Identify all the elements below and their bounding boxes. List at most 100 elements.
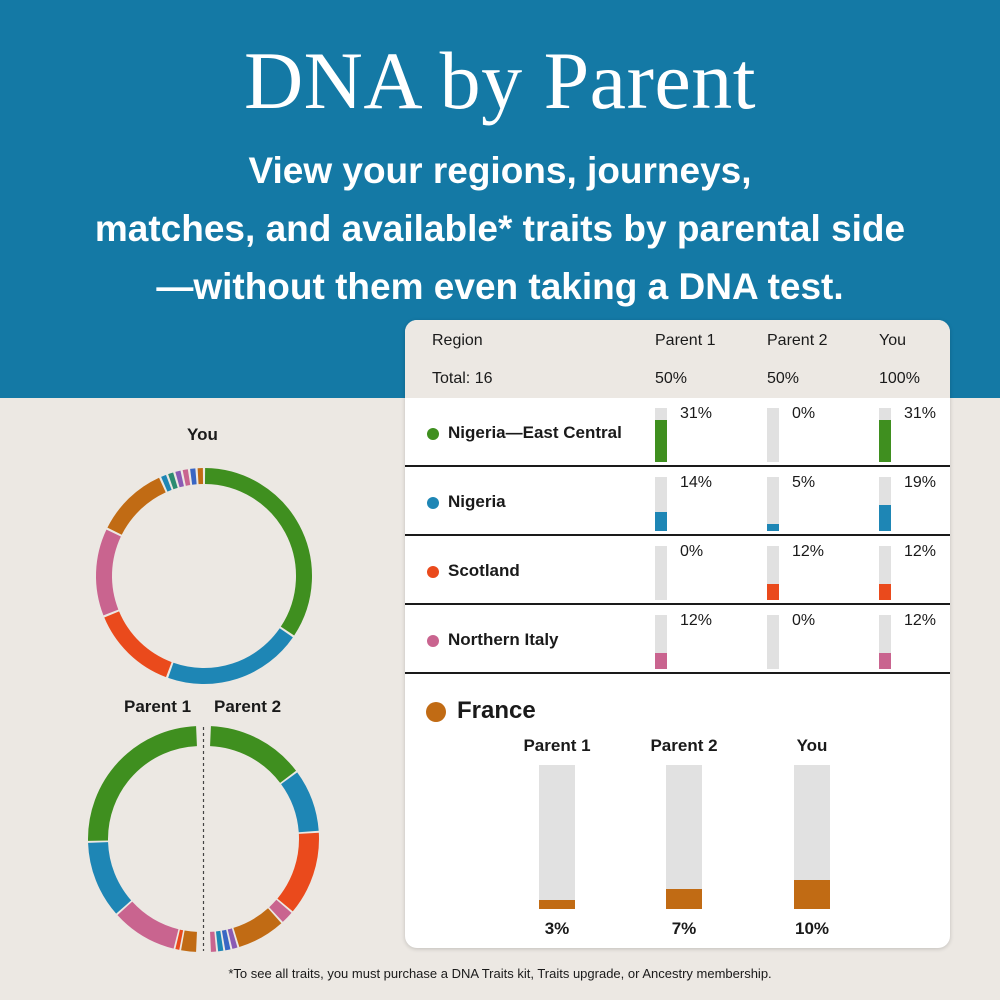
region-mini-bar <box>879 615 891 669</box>
france-column-label: You <box>796 736 828 755</box>
region-card: Region Parent 1 Parent 2 You Total: 16 5… <box>405 320 950 948</box>
region-mini-bar-fill <box>879 584 891 600</box>
region-name: Nigeria—East Central <box>448 423 622 442</box>
region-mini-bar <box>655 477 667 531</box>
row-divider <box>405 603 950 605</box>
region-mini-bar <box>655 546 667 600</box>
parent2-donut-slice <box>215 930 224 952</box>
you-donut-label: You <box>187 425 218 444</box>
france-column-label: Parent 2 <box>650 736 718 755</box>
region-mini-bar-fill <box>767 524 779 531</box>
parent1-donut-slice <box>88 726 198 841</box>
region-percent-label: 5% <box>792 474 816 491</box>
france-percent-label: 10% <box>794 919 830 938</box>
region-mini-bar <box>879 408 891 462</box>
region-percent-label: 31% <box>904 405 937 422</box>
region-percent-label: 14% <box>680 474 713 491</box>
region-percent-label: 19% <box>904 474 937 491</box>
region-percent-label: 31% <box>680 405 713 422</box>
region-mini-bar <box>767 546 779 600</box>
row-divider <box>405 534 950 536</box>
you-donut-slice <box>204 468 312 636</box>
you-donut-slice <box>107 477 166 536</box>
parent2-donut-slice <box>227 928 238 949</box>
total-parent1: 50% <box>655 370 688 387</box>
parent2-donut-slice <box>269 899 292 922</box>
region-percent-label: 12% <box>680 612 713 629</box>
subtitle-line: —without them even taking a DNA test. <box>156 266 844 307</box>
france-bar <box>539 765 575 909</box>
region-color-dot <box>427 497 439 509</box>
total-parent2: 50% <box>767 370 800 387</box>
region-name: Scotland <box>448 561 520 580</box>
subtitle-line: matches, and available* traits by parent… <box>94 208 906 249</box>
you-donut-slice <box>104 611 172 678</box>
parent1-donut-slice <box>181 930 198 952</box>
region-mini-bar <box>767 477 779 531</box>
row-divider <box>405 672 950 674</box>
col-region-header: Region <box>432 332 483 349</box>
col-you-header: You <box>879 332 906 349</box>
you-donut-slice <box>190 468 197 485</box>
footnote: *To see all traits, you must purchase a … <box>228 966 772 981</box>
france-bar <box>666 765 702 909</box>
row-divider <box>405 465 950 467</box>
region-percent-label: 0% <box>680 543 704 560</box>
region-name: Nigeria <box>448 492 506 511</box>
region-mini-bar-fill <box>655 653 667 669</box>
region-percent-label: 12% <box>792 543 825 560</box>
you-donut-slice <box>168 472 178 490</box>
region-mini-bar <box>655 408 667 462</box>
region-percent-label: 0% <box>792 612 816 629</box>
region-mini-bar-fill <box>879 420 891 462</box>
hero-banner: DNA by Parent View your regions, journey… <box>0 0 1000 398</box>
parent1-donut-slice <box>117 901 179 949</box>
parent1-donut-label: Parent 1 <box>124 697 192 716</box>
col-parent2-header: Parent 2 <box>767 332 828 349</box>
france-title: France <box>457 697 536 724</box>
parent2-donut-slice <box>209 726 297 784</box>
region-mini-bar <box>767 408 779 462</box>
you-donut-chart <box>96 468 312 684</box>
parent2-donut-slice <box>221 929 231 951</box>
parent1-donut-slice <box>88 841 132 914</box>
region-mini-bar <box>879 546 891 600</box>
total-label: Total: 16 <box>432 370 493 387</box>
parents-donut-chart <box>88 726 319 952</box>
parent1-donut-slice <box>175 929 184 950</box>
france-column-label: Parent 1 <box>523 736 591 755</box>
region-mini-bar-fill <box>655 420 667 462</box>
france-percent-label: 7% <box>671 919 697 938</box>
page-subtitle: View your regions, journeys, matches, an… <box>50 142 950 316</box>
region-name: Northern Italy <box>448 630 559 649</box>
region-mini-bar-fill <box>879 653 891 669</box>
region-color-dot <box>427 635 439 647</box>
you-donut-slice <box>175 470 184 488</box>
you-donut-slice <box>161 474 172 492</box>
parent2-donut-slice <box>280 772 319 833</box>
you-donut-slice <box>168 628 293 684</box>
subtitle-line: View your regions, journeys, <box>248 150 752 191</box>
france-bar <box>794 765 830 909</box>
parent2-donut-slice <box>277 832 319 912</box>
region-mini-bar-fill <box>655 512 667 531</box>
region-mini-bar <box>767 615 779 669</box>
region-percent-label: 12% <box>904 543 937 560</box>
region-mini-bar-fill <box>767 584 779 600</box>
you-donut-slice <box>96 529 121 616</box>
region-mini-bar <box>655 615 667 669</box>
table-header: Region Parent 1 Parent 2 You Total: 16 5… <box>405 320 950 398</box>
you-donut-slice <box>182 469 191 486</box>
region-mini-bar <box>879 477 891 531</box>
region-percent-label: 0% <box>792 405 816 422</box>
total-you: 100% <box>879 370 920 387</box>
parent2-donut-slice <box>233 908 282 947</box>
france-bar-fill <box>666 889 702 909</box>
page-title: DNA by Parent <box>243 35 757 126</box>
col-parent1-header: Parent 1 <box>655 332 716 349</box>
region-mini-bar-fill <box>879 505 891 531</box>
region-color-dot <box>427 428 439 440</box>
region-color-dot <box>427 566 439 578</box>
france-percent-label: 3% <box>544 919 570 938</box>
region-percent-label: 12% <box>904 612 937 629</box>
